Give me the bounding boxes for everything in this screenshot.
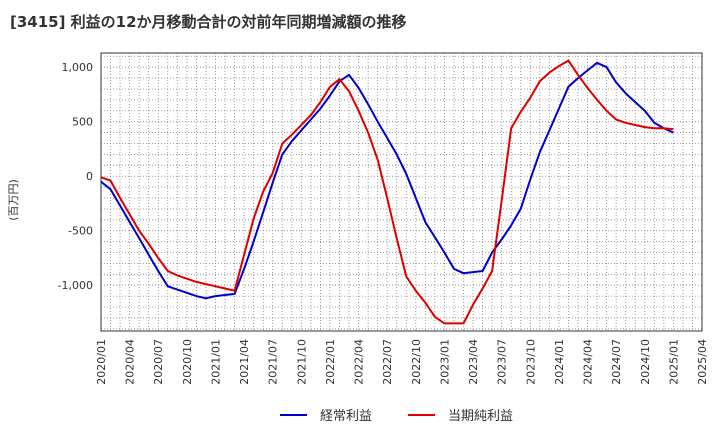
x-tick-label: 2024/04: [582, 339, 595, 385]
x-tick-label: 2022/07: [381, 339, 394, 385]
legend: 経常利益 当期純利益: [280, 409, 513, 424]
x-tick-label: 2023/04: [467, 339, 480, 385]
x-tick-label: 2021/01: [209, 339, 222, 385]
y-tick-label: 1,000: [62, 61, 94, 74]
x-tick-label: 2020/10: [181, 339, 194, 385]
x-tick-label: 2021/07: [267, 339, 280, 385]
x-tick-label: 2022/04: [353, 339, 366, 385]
series-line-2: [100, 59, 674, 325]
x-tick-label: 2025/01: [667, 339, 680, 385]
x-axis-ticks: 2020/01 2020/04 2020/07 2020/10 2021/01 2021/…: [95, 339, 709, 385]
y-axis-ticks: 1,000 500 0 -500 -1,000: [58, 61, 93, 292]
x-tick-label: 2024/07: [610, 339, 623, 385]
legend-label-1: 経常利益: [320, 409, 372, 424]
x-tick-label: 2021/04: [238, 339, 251, 385]
x-tick-label: 2021/10: [295, 339, 308, 385]
y-axis-label: (百万円): [7, 179, 20, 221]
y-tick-label: -1,000: [58, 279, 93, 292]
x-tick-label: 2020/07: [152, 339, 165, 385]
x-tick-label: 2022/01: [324, 339, 337, 385]
y-tick-label: 500: [72, 116, 93, 129]
plot-area-border: [100, 52, 703, 332]
x-tick-label: 2022/10: [410, 339, 423, 385]
x-tick-label: 2025/04: [696, 339, 709, 385]
legend-label-2: 当期純利益: [448, 409, 513, 424]
grid-layer: [101, 53, 702, 331]
x-tick-label: 2020/04: [124, 339, 137, 385]
x-tick-label: 2024/01: [553, 339, 566, 385]
chart-title: [3415] 利益の12か月移動合計の対前年同期増減額の推移: [10, 13, 407, 31]
y-tick-label: -500: [68, 225, 93, 238]
series-layer: [100, 59, 674, 325]
x-tick-label: 2020/01: [95, 339, 108, 385]
series-line-1: [100, 61, 674, 300]
x-tick-label: 2023/07: [496, 339, 509, 385]
x-tick-label: 2024/10: [639, 339, 652, 385]
x-tick-label: 2023/01: [438, 339, 451, 385]
x-tick-label: 2023/10: [524, 339, 537, 385]
y-tick-label: 0: [86, 170, 93, 183]
